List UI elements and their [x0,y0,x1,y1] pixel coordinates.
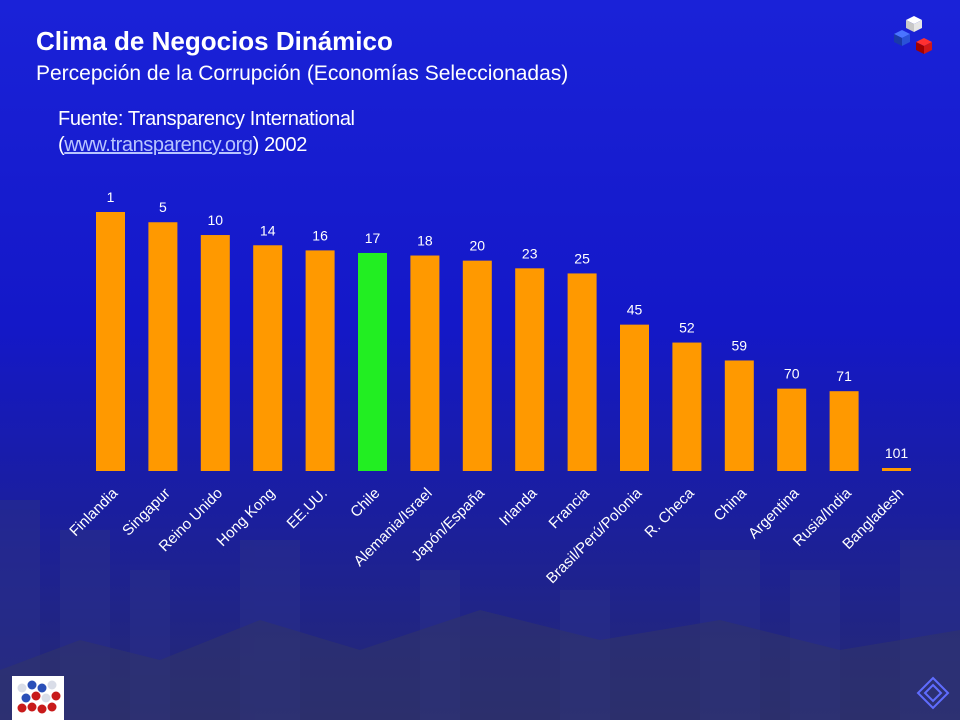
source-citation: Fuente: Transparency International (www.… [58,106,355,158]
source-url-line: (www.transparency.org) 2002 [58,132,355,158]
bar-reino-unido [200,235,230,471]
tick-label-ee-uu: EE.UU. [284,485,331,532]
data-label-brasil-peru-polonia: 45 [627,302,643,318]
bar-finlandia [96,212,125,471]
cubes-logo-icon [894,16,932,54]
tick-label-finlandia: Finlandia [66,484,122,540]
bar-japon-espana [462,260,492,471]
bar-francia [567,273,597,471]
bar-alemania-israel [410,255,440,471]
data-label-finlandia: 1 [107,189,115,205]
bar-rusia-india [829,391,859,471]
tick-label-brasil-peru-polonia: Brasil/Perú/Polonia [543,484,646,587]
source-url-link[interactable]: www.transparency.org [64,134,253,156]
tick-label-r-checa: R. Checa [641,484,698,541]
chile-flag-spheres-logo-icon [12,676,64,720]
diamond-nav-icon[interactable] [916,676,950,710]
page-title: Clima de Negocios Dinámico [36,26,393,56]
data-label-hong-kong: 14 [260,222,276,238]
bar-brasil-peru-polonia [620,324,649,471]
data-label-singapur: 5 [159,199,167,215]
data-label-irlanda: 23 [522,245,538,261]
source-suffix: ) 2002 [252,134,308,156]
page-subtitle: Percepción de la Corrupción (Economías S… [36,62,569,85]
bar-singapur [148,222,178,471]
source-prefix: Fuente: Transparency International [58,108,355,130]
data-label-chile: 17 [365,230,381,246]
bar-irlanda [515,268,545,471]
data-label-r-checa: 52 [679,320,695,336]
tick-label-china: China [710,484,750,524]
source-open-paren: ( [58,134,65,156]
data-label-rusia-india: 71 [836,368,852,384]
bar-chile [358,252,387,471]
data-label-argentina: 70 [784,366,800,382]
tick-label-francia: Francia [546,484,594,532]
tick-label-irlanda: Irlanda [496,484,541,529]
data-label-china: 59 [732,337,748,353]
tick-label-singapur: Singapur [119,485,173,539]
bar-r-checa [672,342,702,471]
bar-china [724,360,754,471]
bar-bangladesh [882,468,911,471]
bar-argentina [777,388,807,471]
bar-ee-uu [305,250,335,471]
data-label-bangladesh: 101 [885,445,909,461]
data-label-ee-uu: 16 [312,227,328,243]
data-label-japon-espana: 20 [470,238,486,254]
data-label-alemania-israel: 18 [417,233,433,249]
city-skyline-background [0,500,960,720]
bar-hong-kong [253,245,283,471]
data-label-reino-unido: 10 [208,212,224,228]
tick-label-chile: Chile [347,485,383,521]
data-label-francia: 25 [574,250,590,266]
